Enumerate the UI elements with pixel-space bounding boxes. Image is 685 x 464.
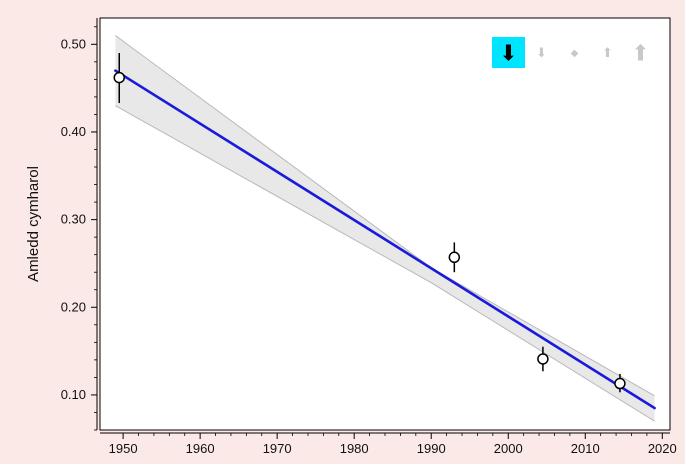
point-marker bbox=[614, 377, 626, 390]
toolbar-button-1[interactable]: ⬇ bbox=[492, 37, 525, 68]
x-tick-label: 2020 bbox=[648, 441, 677, 456]
toolbar-button-3[interactable]: ◆ bbox=[558, 37, 591, 68]
toolbar-button-bg bbox=[558, 37, 591, 68]
x-tick-label: 2010 bbox=[571, 441, 600, 456]
arrow-down-large-icon: ⬇ bbox=[499, 40, 517, 65]
confidence-band-lower bbox=[115, 105, 655, 422]
data-point bbox=[614, 373, 626, 393]
x-tick-label: 1950 bbox=[109, 441, 138, 456]
arrow-up-large-icon: ⬆ bbox=[631, 40, 649, 65]
point-marker bbox=[537, 353, 549, 365]
y-tick-label: 0.50 bbox=[61, 36, 86, 51]
fit-line-layer bbox=[114, 69, 656, 410]
toolbar-button-2[interactable]: ⬇ bbox=[525, 37, 558, 68]
y-axis-title: Amledd cymharol bbox=[25, 166, 42, 282]
x-tick-label: 1960 bbox=[186, 441, 215, 456]
toolbar-button-bg bbox=[591, 37, 624, 68]
y-axis: 0.10 0.20 0.30 0.40 0.50 bbox=[61, 18, 98, 431]
x-tick-label: 1990 bbox=[417, 441, 446, 456]
toolbar-button-bg bbox=[525, 37, 558, 68]
arrow-down-small-icon: ⬇ bbox=[536, 45, 547, 60]
y-tick-label: 0.30 bbox=[61, 212, 86, 227]
data-points-layer bbox=[113, 53, 626, 393]
data-point bbox=[448, 242, 461, 273]
x-tick-label: 1970 bbox=[263, 441, 292, 456]
diamond-icon: ◆ bbox=[571, 48, 579, 59]
toolbar-button-bg bbox=[624, 37, 657, 68]
toolbar-button-bg bbox=[492, 37, 525, 68]
toolbar-button-5[interactable]: ⬆ bbox=[624, 37, 657, 68]
data-point bbox=[113, 53, 126, 104]
x-tick-label: 1980 bbox=[340, 441, 369, 456]
x-tick-label: 2000 bbox=[494, 441, 523, 456]
data-point bbox=[537, 346, 549, 372]
x-axis: 1950 1960 1970 1980 1990 2000 2010 2020 bbox=[100, 432, 677, 456]
fit-line bbox=[114, 69, 656, 410]
point-toolbar: ⬇ ⬇ ◆ ⬆ ⬆ bbox=[492, 37, 657, 68]
y-tick-label: 0.40 bbox=[61, 124, 86, 139]
arrow-up-small-icon: ⬆ bbox=[602, 45, 613, 60]
toolbar-button-4[interactable]: ⬆ bbox=[591, 37, 624, 68]
point-marker bbox=[113, 71, 126, 84]
point-marker bbox=[448, 251, 461, 264]
y-tick-label: 0.10 bbox=[61, 387, 86, 402]
y-tick-label: 0.20 bbox=[61, 299, 86, 314]
